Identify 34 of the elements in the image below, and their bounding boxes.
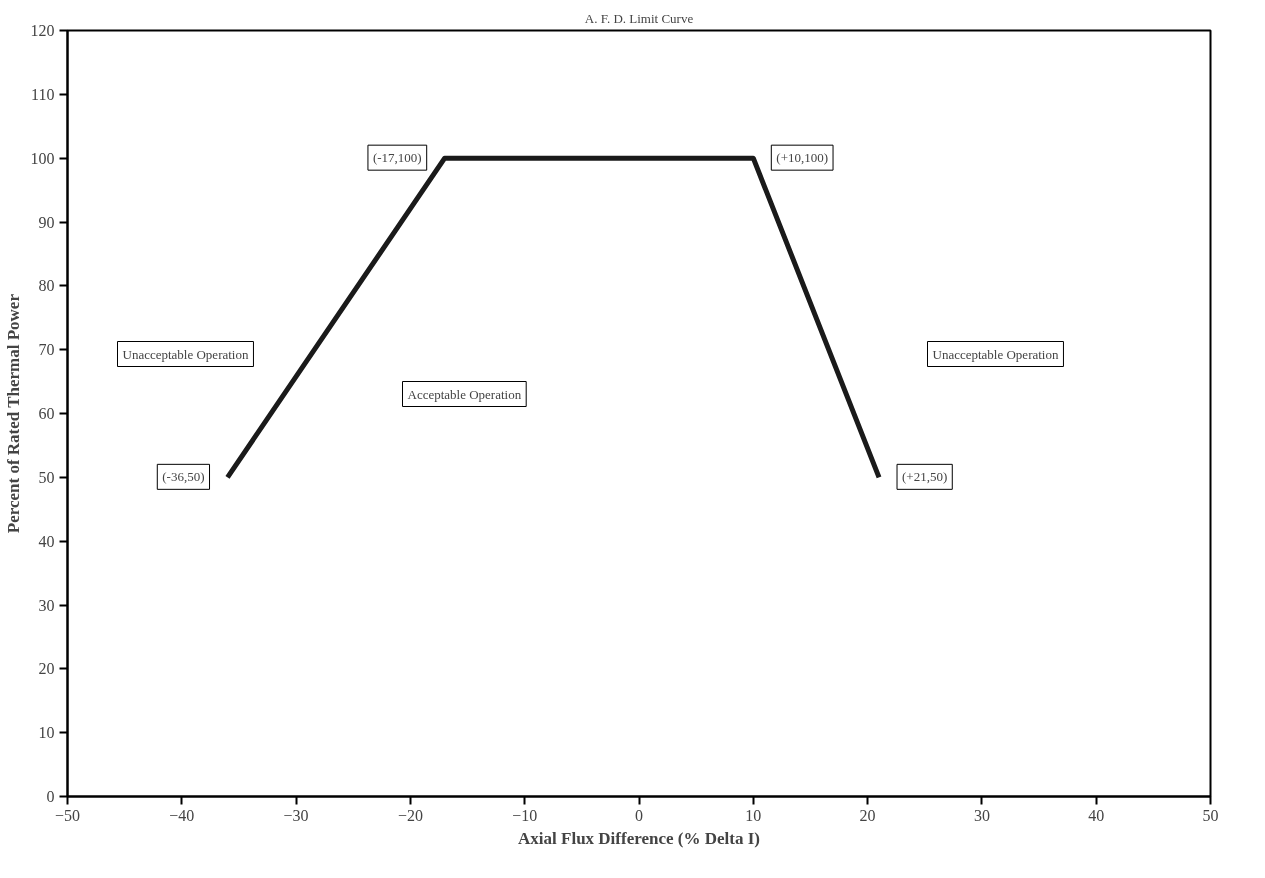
y-tick-label: 40 xyxy=(38,532,55,550)
x-tick-label: 40 xyxy=(1088,806,1105,824)
x-tick-label: 50 xyxy=(1202,806,1219,824)
y-tick-label: 110 xyxy=(31,85,55,103)
annotation: (-36,50) xyxy=(162,469,205,485)
annotation: Acceptable Operation xyxy=(407,386,522,402)
chart-title: A. F. D. Limit Curve xyxy=(584,10,694,26)
x-tick-label: 0 xyxy=(635,806,643,824)
x-tick-label: −30 xyxy=(283,806,309,824)
x-tick-label: 20 xyxy=(859,806,876,824)
y-tick-label: 10 xyxy=(38,724,55,742)
x-tick-label: 10 xyxy=(745,806,762,824)
y-tick-label: 70 xyxy=(38,341,55,359)
x-tick-label: −50 xyxy=(54,806,81,824)
y-tick-label: 100 xyxy=(30,149,55,167)
annotation: (+10,100) xyxy=(776,150,829,166)
y-tick-label: 60 xyxy=(38,405,55,422)
x-tick-label: 30 xyxy=(973,806,990,824)
annotation: (-17,100) xyxy=(372,150,422,166)
x-tick-label: −20 xyxy=(397,806,423,824)
annotation: Unacceptable Operation xyxy=(122,346,249,362)
x-tick-label: −40 xyxy=(169,806,195,824)
y-tick-label: 20 xyxy=(38,660,55,678)
y-tick-label: 80 xyxy=(38,277,55,295)
x-tick-label: −10 xyxy=(512,806,538,824)
annotation: (+21,50) xyxy=(902,469,948,485)
x-axis-title: Axial Flux Difference (% Delta I) xyxy=(518,828,760,848)
y-axis-title: Percent of Rated Thermal Power xyxy=(3,293,23,534)
y-tick-label: 120 xyxy=(30,22,55,39)
y-tick-label: 30 xyxy=(38,596,55,614)
y-tick-label: 50 xyxy=(38,468,55,486)
annotation: Unacceptable Operation xyxy=(932,346,1059,362)
y-tick-label: 90 xyxy=(38,213,55,231)
y-tick-label: 0 xyxy=(46,788,55,805)
